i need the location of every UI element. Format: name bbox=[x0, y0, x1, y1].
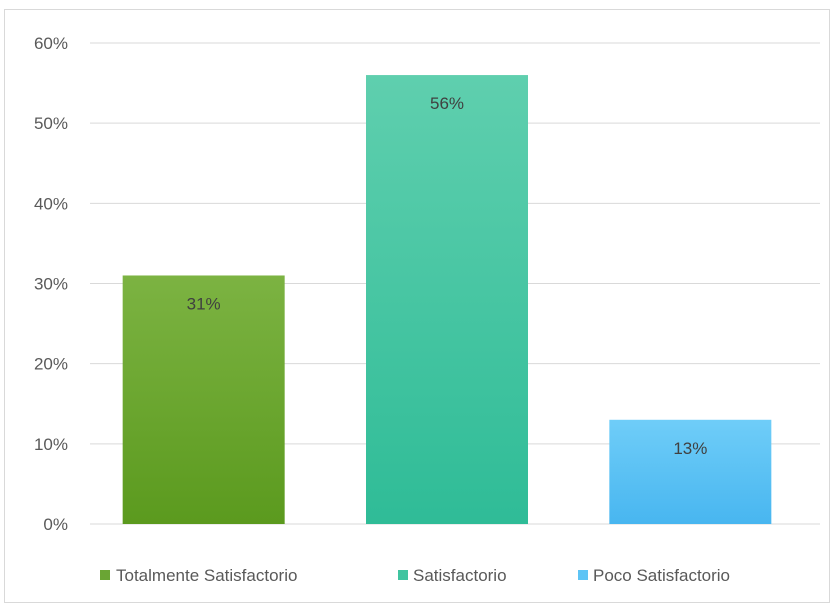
y-tick-label-60: 60% bbox=[34, 34, 68, 53]
legend-swatch-poco-satisfactorio bbox=[578, 570, 588, 580]
y-tick-label-30: 30% bbox=[34, 275, 68, 294]
legend-swatch-satisfactorio bbox=[398, 570, 408, 580]
y-axis-labels: 0% 10% 20% 30% 40% 50% 60% bbox=[34, 34, 68, 534]
bars bbox=[122, 75, 772, 525]
y-tick-label-0: 0% bbox=[43, 515, 68, 534]
bar-totalmente-satisfactorio bbox=[122, 275, 285, 524]
bar-poco-satisfactorio bbox=[609, 419, 772, 524]
data-label-poco-satisfactorio: 13% bbox=[673, 439, 707, 458]
data-labels: 31% 56% 13% bbox=[187, 94, 708, 458]
y-tick-label-50: 50% bbox=[34, 114, 68, 133]
legend-label-poco-satisfactorio: Poco Satisfactorio bbox=[593, 566, 730, 585]
legend: Totalmente Satisfactorio Satisfactorio P… bbox=[100, 566, 730, 585]
y-tick-label-20: 20% bbox=[34, 355, 68, 374]
legend-label-totalmente-satisfactorio: Totalmente Satisfactorio bbox=[116, 566, 297, 585]
data-label-satisfactorio: 56% bbox=[430, 94, 464, 113]
data-label-totalmente-satisfactorio: 31% bbox=[187, 294, 221, 313]
legend-swatch-totalmente-satisfactorio bbox=[100, 570, 110, 580]
legend-label-satisfactorio: Satisfactorio bbox=[413, 566, 507, 585]
y-tick-label-10: 10% bbox=[34, 435, 68, 454]
y-tick-label-40: 40% bbox=[34, 194, 68, 213]
bar-satisfactorio bbox=[366, 75, 528, 525]
